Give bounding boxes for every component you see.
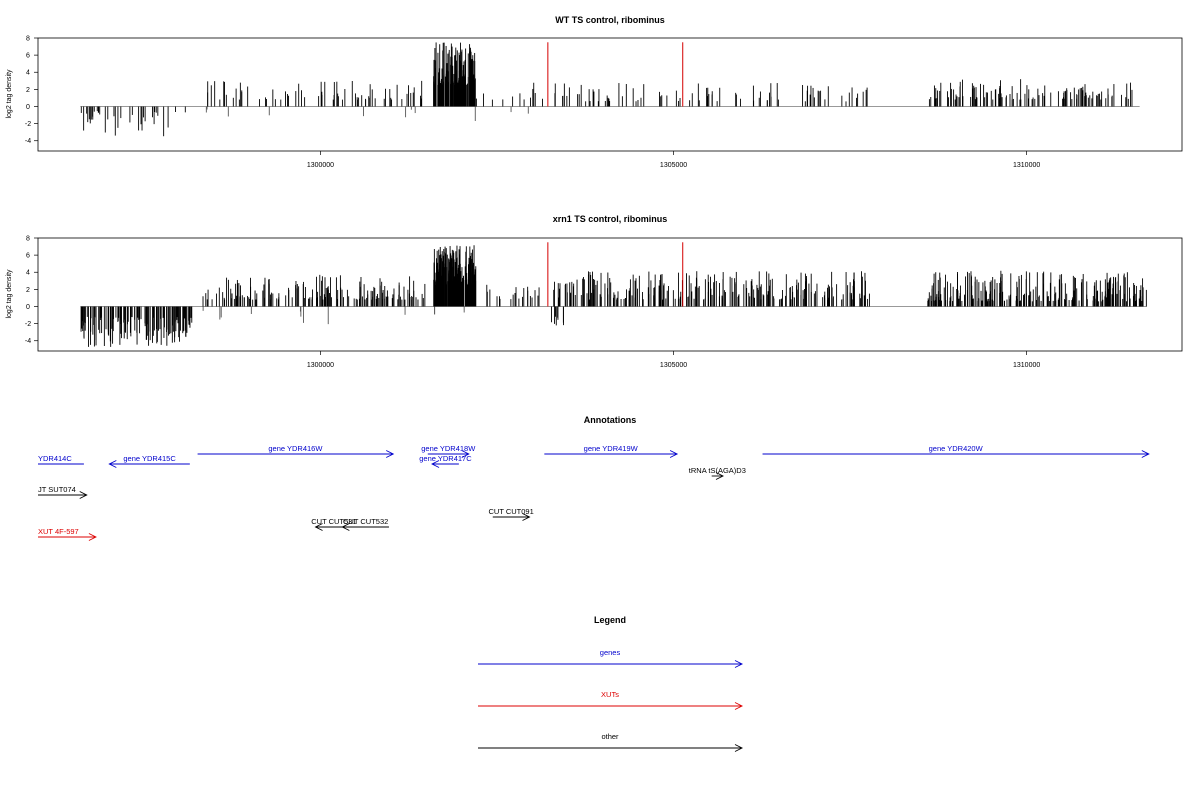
annotation-feature: JT SUT074 [38, 485, 88, 499]
y-tick-label: 8 [26, 236, 30, 243]
y-tick-label: 2 [26, 87, 30, 94]
y-tick-label: 6 [26, 253, 30, 260]
legend-entry: genes [478, 648, 744, 668]
legend-label: genes [600, 648, 621, 657]
annotation-items: YDR414C gene YDR415C gene YDR416W gene YDR4… [38, 444, 1150, 541]
plot-frame-wt [37, 37, 1183, 152]
annotation-arrow-head [386, 450, 395, 458]
legend-items: genes XUTs other [478, 648, 744, 752]
x-axis-ticks-wt: 1300000 1305000 1310000 [307, 151, 1040, 169]
x-tick-label: 1305000 [660, 162, 687, 169]
x-tick-label: 1300000 [307, 362, 334, 369]
legend-title: Legend [594, 615, 626, 625]
annotation-label: CUT CUT532 [343, 517, 388, 526]
y-tick-label: -2 [25, 121, 31, 128]
annotation-arrow-head [79, 491, 88, 499]
y-tick-label: 0 [26, 304, 30, 311]
annotation-label: JT SUT074 [38, 485, 76, 494]
legend-entry: other [478, 732, 744, 752]
y-tick-label: 6 [26, 53, 30, 60]
density-bars-xrn1 [80, 242, 1147, 347]
panel-title-wt: WT TS control, ribominus [555, 15, 665, 25]
annotation-label: gene YDR419W [584, 444, 639, 453]
legend-arrow-head [734, 744, 744, 752]
density-bars-wt [80, 42, 1140, 137]
annotation-arrow-head [461, 450, 470, 458]
plot-frame-xrn1 [37, 237, 1183, 352]
annotation-label: gene YDR417C [419, 454, 472, 463]
y-tick-label: -4 [25, 138, 31, 145]
xrn1-tag-density-panel: xrn1 TS control, ribominus log2 tag dens… [6, 214, 1183, 369]
legend: Legend genes XUTs other [478, 615, 744, 752]
annotation-arrow-head [715, 472, 724, 480]
y-axis-ticks-xrn1: -4 -2 0 2 4 6 8 [25, 236, 38, 345]
annotation-arrow-head [1141, 450, 1150, 458]
annotation-label: tRNA tS(AGA)D3 [689, 466, 746, 475]
annotation-feature: CUT CUT091 [488, 507, 534, 521]
annotation-label: gene YDR416W [268, 444, 323, 453]
annotation-label: XUT 4F-597 [38, 527, 79, 536]
y-tick-label: 4 [26, 70, 30, 77]
x-tick-label: 1310000 [1013, 362, 1040, 369]
annotation-arrow-head [669, 450, 679, 458]
annotation-feature: CUT CUT532 [341, 517, 389, 531]
annotations-title: Annotations [584, 415, 637, 425]
y-axis-ticks-wt: -4 -2 0 2 4 6 8 [25, 36, 38, 145]
legend-arrow-head [734, 702, 744, 710]
legend-label: XUTs [601, 690, 619, 699]
y-tick-label: 0 [26, 104, 30, 111]
y-axis-label-wt: log2 tag density [6, 69, 13, 119]
annotation-label: gene YDR420W [929, 444, 984, 453]
y-axis-label-xrn1: log2 tag density [6, 269, 13, 319]
annotation-arrow-head [314, 523, 323, 531]
panel-title-xrn1: xrn1 TS control, ribominus [553, 214, 668, 224]
annotation-label: YDR414C [38, 454, 72, 463]
x-tick-label: 1305000 [660, 362, 687, 369]
y-tick-label: 2 [26, 287, 30, 294]
annotation-label: gene YDR415C [123, 454, 176, 463]
legend-arrow-head [734, 660, 744, 668]
annotation-arrow-head [88, 533, 97, 541]
annotation-feature: gene YDR417C [419, 454, 472, 468]
x-axis-ticks-xrn1: 1300000 1305000 1310000 [307, 351, 1040, 369]
annotation-label: CUT CUT531 [311, 517, 356, 526]
annotation-arrow-head [341, 523, 350, 531]
annotation-arrow-head [108, 460, 117, 468]
annotation-feature: gene YDR419W [544, 444, 679, 458]
annotation-label: gene YDR418W [421, 444, 476, 453]
wt-tag-density-panel: WT TS control, ribominus log2 tag densit… [6, 15, 1183, 169]
annotation-feature: gene YDR420W [762, 444, 1150, 458]
annotation-feature: XUT 4F-597 [38, 527, 97, 541]
x-tick-label: 1310000 [1013, 162, 1040, 169]
legend-label: other [601, 732, 619, 741]
annotation-label: CUT CUT091 [488, 507, 533, 516]
y-tick-label: -2 [25, 321, 31, 328]
annotation-feature: tRNA tS(AGA)D3 [689, 466, 746, 480]
annotation-track: Annotations YDR414C gene YDR415C gene YDR4… [38, 415, 1150, 541]
annotation-arrow-head [522, 513, 531, 521]
y-tick-label: 4 [26, 270, 30, 277]
annotation-feature: YDR414C [38, 454, 84, 465]
x-tick-label: 1300000 [307, 162, 334, 169]
annotation-arrow-head [431, 460, 440, 468]
annotation-feature: gene YDR415C [108, 454, 190, 468]
legend-entry: XUTs [478, 690, 744, 710]
y-tick-label: 8 [26, 36, 30, 43]
annotation-feature: gene YDR418W [421, 444, 476, 458]
y-tick-label: -4 [25, 338, 31, 345]
annotation-feature: gene YDR416W [197, 444, 395, 458]
